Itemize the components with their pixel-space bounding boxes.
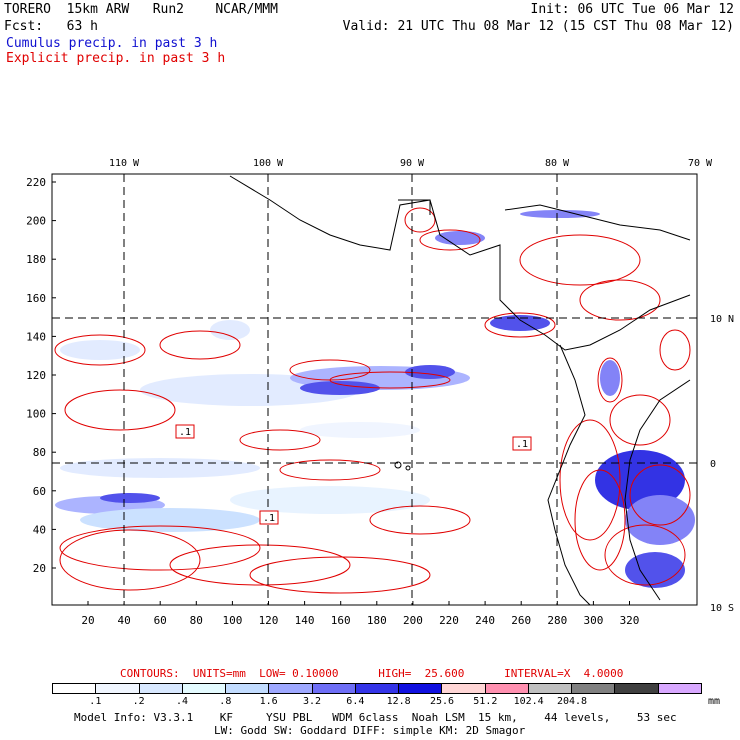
x-tick-label: 260 xyxy=(511,614,531,627)
legend-swatch xyxy=(96,684,140,693)
y-axis-ticks: 220 200 180 160 140 120 100 80 60 40 20 xyxy=(26,176,56,575)
legend-label: 51.2 xyxy=(473,696,498,707)
x-tick-label: 300 xyxy=(583,614,603,627)
x-tick-label: 120 xyxy=(259,614,279,627)
legend-swatch xyxy=(355,684,400,693)
explicit-precip-label: Explicit precip. in past 3 h xyxy=(6,51,226,66)
model-info-line1: Model Info: V3.3.1 KF YSU PBL WDM 6class… xyxy=(74,711,677,724)
x-tick-label: 320 xyxy=(620,614,640,627)
x-tick-label: 40 xyxy=(117,614,130,627)
y-tick-label: 180 xyxy=(26,253,46,266)
lon-label-80w: 80 W xyxy=(545,158,570,169)
legend-swatch xyxy=(53,684,97,693)
y-tick-label: 40 xyxy=(33,523,46,536)
y-tick-label: 220 xyxy=(26,176,46,189)
x-tick-label: 80 xyxy=(190,614,203,627)
model-info-line2: LW: Godd SW: Goddard DIFF: simple KM: 2D… xyxy=(214,724,526,737)
x-tick-label: 60 xyxy=(154,614,167,627)
contour-label-3: .1 xyxy=(263,513,275,524)
lat-label-10n: 10 N xyxy=(710,314,734,325)
contour-label-2: .1 xyxy=(516,439,528,450)
lon-label-100w: 100 W xyxy=(253,158,284,169)
longitude-labels: 110 W 100 W 90 W 80 W 70 W xyxy=(109,158,713,169)
y-tick-label: 100 xyxy=(26,408,46,421)
lon-label-70w: 70 W xyxy=(688,158,713,169)
coastlines xyxy=(229,175,691,606)
y-tick-label: 60 xyxy=(33,485,46,498)
latitude-labels: 10 N 0 10 S xyxy=(710,314,734,614)
x-tick-label: 220 xyxy=(439,614,459,627)
legend-label: .8 xyxy=(219,696,232,707)
y-tick-label: 20 xyxy=(33,562,46,575)
y-tick-label: 80 xyxy=(33,446,46,459)
legend-labels: .1 .2 .4 .8 1.6 3.2 6.4 12.8 25.6 51.2 102.4 204.8 xyxy=(52,696,702,708)
legend-swatch xyxy=(312,684,356,693)
legend-swatch xyxy=(442,684,486,693)
legend-label: 3.2 xyxy=(302,696,322,707)
x-tick-label: 160 xyxy=(331,614,351,627)
y-tick-label: 140 xyxy=(26,330,46,343)
lon-label-90w: 90 W xyxy=(400,158,425,169)
legend-swatch xyxy=(399,684,443,693)
explicit-precip-contours xyxy=(54,207,691,594)
legend-label: 204.8 xyxy=(556,696,588,707)
contour-label-1: .1 xyxy=(179,427,191,438)
contours-info: CONTOURS: UNITS=mm LOW= 0.10000 HIGH= 25… xyxy=(120,667,624,680)
legend-unit: mm xyxy=(708,696,721,707)
color-legend xyxy=(52,683,702,694)
legend-swatch xyxy=(615,684,659,693)
x-tick-label: 100 xyxy=(222,614,242,627)
x-tick-label: 240 xyxy=(475,614,495,627)
forecast-hour: Fcst: 63 h xyxy=(4,19,98,34)
valid-time: Valid: 21 UTC Thu 08 Mar 12 (15 CST Thu … xyxy=(342,19,734,34)
graticule xyxy=(52,174,697,605)
model-run-title: TORERO 15km ARW Run2 NCAR/MMM xyxy=(4,2,278,17)
legend-swatch xyxy=(485,684,529,693)
x-tick-label: 280 xyxy=(547,614,567,627)
legend-label: 1.6 xyxy=(259,696,278,707)
contour-label-boxes: .1 .1 .1 xyxy=(175,424,532,525)
x-tick-label: 200 xyxy=(403,614,423,627)
legend-swatch xyxy=(139,684,183,693)
precip-map: .1 .1 .1 110 W 100 W 90 W 80 W 70 W 10 N… xyxy=(26,158,734,627)
y-tick-label: 120 xyxy=(26,369,46,382)
legend-swatch xyxy=(658,684,701,693)
legend-label: 25.6 xyxy=(429,696,455,707)
y-tick-label: 200 xyxy=(26,215,46,228)
legend-label: .2 xyxy=(132,696,145,707)
x-tick-label: 140 xyxy=(295,614,315,627)
lon-label-110w: 110 W xyxy=(109,158,140,169)
lat-label-0: 0 xyxy=(710,459,716,470)
init-time: Init: 06 UTC Tue 06 Mar 12 xyxy=(530,2,735,17)
cumulus-precip-label: Cumulus precip. in past 3 h xyxy=(6,36,218,51)
legend-swatch xyxy=(528,684,573,693)
legend-label: 6.4 xyxy=(346,696,365,707)
lat-label-10s: 10 S xyxy=(710,603,734,614)
legend-swatch xyxy=(226,684,270,693)
legend-swatch xyxy=(572,684,616,693)
legend-label: 12.8 xyxy=(386,696,411,707)
legend-label: .4 xyxy=(175,696,189,707)
y-tick-label: 160 xyxy=(26,292,46,305)
legend-swatch xyxy=(182,684,227,693)
legend-label: .1 xyxy=(89,696,102,707)
x-tick-label: 20 xyxy=(81,614,94,627)
legend-swatch xyxy=(269,684,313,693)
x-tick-label: 180 xyxy=(367,614,387,627)
x-axis-ticks: 20 40 60 80 100 120 140 160 180 200 220 240 260 280 30… xyxy=(81,601,639,627)
legend-label: 102.4 xyxy=(513,696,544,707)
